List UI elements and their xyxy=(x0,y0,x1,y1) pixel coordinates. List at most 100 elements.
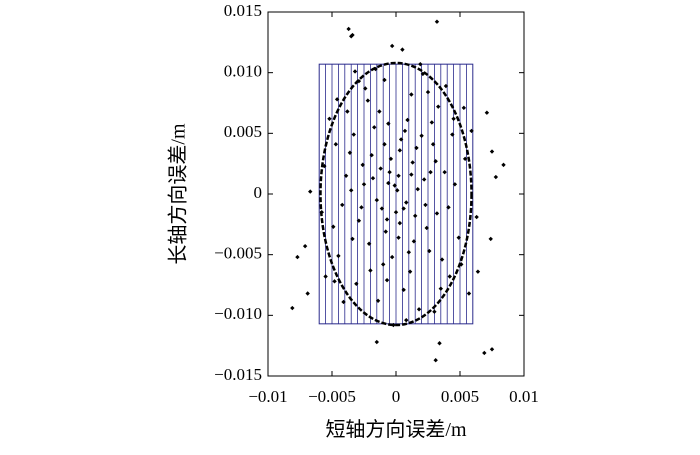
point xyxy=(432,309,437,314)
point xyxy=(475,269,481,274)
point xyxy=(386,180,391,186)
point xyxy=(484,110,490,115)
point xyxy=(305,291,310,296)
y-tick-label: −0.005 xyxy=(214,244,262,263)
point xyxy=(389,43,395,49)
point xyxy=(382,77,387,83)
point xyxy=(359,205,364,210)
point xyxy=(382,142,387,147)
point xyxy=(381,262,386,267)
point xyxy=(354,281,359,286)
point xyxy=(414,145,419,151)
point xyxy=(369,152,374,158)
point xyxy=(451,116,456,121)
point xyxy=(384,277,390,283)
x-tick-label: 0.005 xyxy=(441,387,479,406)
point xyxy=(424,225,429,231)
point xyxy=(489,347,495,352)
point xyxy=(340,202,345,208)
point xyxy=(469,128,474,134)
point xyxy=(400,47,405,52)
point xyxy=(410,160,415,165)
x-tick-label: 0.01 xyxy=(509,387,539,406)
point xyxy=(405,117,410,123)
point xyxy=(447,274,452,279)
point xyxy=(347,150,353,155)
point xyxy=(430,142,436,147)
point xyxy=(349,188,354,193)
y-tick-label: −0.010 xyxy=(214,304,262,323)
point xyxy=(462,156,468,162)
x-axis-label: 短轴方向误差/m xyxy=(325,418,467,441)
point xyxy=(442,169,447,175)
point xyxy=(295,254,300,260)
point xyxy=(290,305,295,311)
point xyxy=(401,287,406,293)
point xyxy=(419,133,424,138)
point xyxy=(456,235,461,240)
point xyxy=(407,269,413,274)
point xyxy=(418,61,423,67)
point xyxy=(446,205,451,210)
point xyxy=(366,241,372,246)
point xyxy=(411,239,417,244)
point xyxy=(488,236,493,242)
point xyxy=(368,268,373,273)
y-tick-label: 0.005 xyxy=(224,122,262,141)
point xyxy=(386,121,391,126)
point xyxy=(415,186,420,192)
point xyxy=(482,350,487,356)
point xyxy=(438,286,443,291)
point xyxy=(425,89,431,95)
point xyxy=(389,254,395,260)
point xyxy=(452,182,458,187)
point xyxy=(396,173,401,178)
point xyxy=(474,214,479,220)
point xyxy=(333,142,339,147)
point xyxy=(395,188,400,193)
point xyxy=(466,291,472,296)
point xyxy=(450,132,455,137)
point xyxy=(350,236,355,242)
y-tick-label: −0.015 xyxy=(214,365,262,384)
point xyxy=(374,339,379,345)
point xyxy=(439,257,445,262)
point xyxy=(434,211,440,216)
point xyxy=(387,169,392,175)
point xyxy=(351,132,356,137)
point xyxy=(401,206,406,211)
point xyxy=(396,235,401,240)
point xyxy=(437,341,442,346)
point xyxy=(341,299,346,305)
point xyxy=(308,189,313,194)
point xyxy=(302,243,308,249)
point xyxy=(428,169,433,175)
point xyxy=(332,279,337,284)
point xyxy=(372,125,377,130)
point xyxy=(489,149,495,154)
point xyxy=(501,162,506,168)
point xyxy=(434,19,440,24)
point xyxy=(345,109,350,114)
point xyxy=(363,86,368,91)
point xyxy=(388,156,394,162)
point xyxy=(423,202,428,208)
point xyxy=(392,183,397,188)
point xyxy=(349,34,354,39)
point xyxy=(433,358,438,363)
point xyxy=(323,274,328,279)
point xyxy=(360,162,365,168)
point xyxy=(402,128,408,134)
point xyxy=(416,307,422,312)
point xyxy=(433,159,438,164)
x-tick-label: −0.005 xyxy=(308,387,356,406)
y-tick-label: 0.010 xyxy=(224,62,262,81)
point xyxy=(378,166,383,171)
point xyxy=(429,120,435,125)
point xyxy=(409,92,414,97)
point xyxy=(436,104,441,109)
point xyxy=(421,177,427,182)
point xyxy=(427,248,432,254)
